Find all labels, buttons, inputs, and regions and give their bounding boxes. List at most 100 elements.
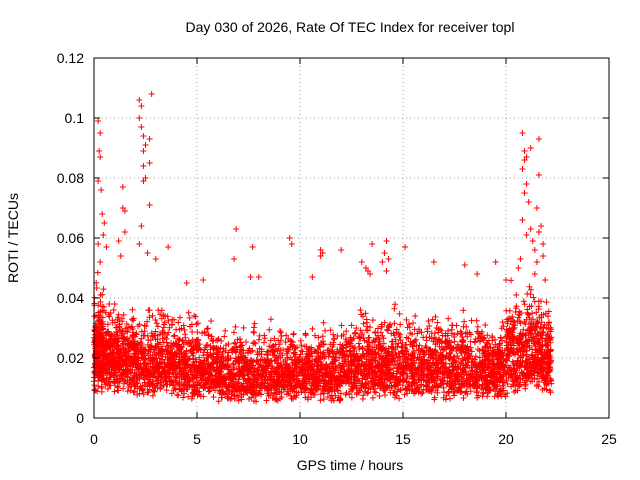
- roti-outlier-point: [95, 118, 102, 124]
- roti-point: [243, 338, 250, 345]
- roti-point: [276, 341, 283, 348]
- roti-point: [461, 318, 468, 325]
- roti-point: [384, 327, 391, 334]
- roti-point: [94, 340, 101, 347]
- roti-point: [149, 358, 156, 365]
- roti-point: [145, 389, 152, 396]
- roti-point: [255, 336, 262, 343]
- roti-point: [116, 321, 123, 328]
- roti-point: [520, 326, 527, 333]
- roti-point: [267, 316, 274, 323]
- roti-point: [101, 365, 108, 372]
- roti-point: [309, 325, 316, 332]
- roti-point: [107, 360, 114, 367]
- roti-point: [124, 388, 131, 395]
- roti-point: [129, 376, 136, 383]
- roti-point: [429, 316, 436, 323]
- roti-point: [131, 338, 138, 345]
- roti-point: [543, 299, 550, 306]
- roti-point: [110, 307, 117, 314]
- roti-point: [298, 347, 305, 354]
- roti-point: [222, 327, 229, 334]
- roti-point: [129, 316, 136, 323]
- roti-point: [381, 392, 388, 399]
- roti-point: [250, 324, 257, 331]
- roti-point: [112, 319, 119, 326]
- roti-point: [120, 334, 127, 341]
- roti-point: [104, 328, 111, 335]
- roti-point: [149, 392, 156, 399]
- roti-point: [93, 284, 100, 291]
- roti-point: [99, 303, 106, 310]
- roti-point: [138, 328, 145, 335]
- roti-point: [144, 318, 151, 325]
- roti-point: [161, 319, 168, 326]
- roti-point: [130, 389, 137, 396]
- roti-point: [154, 323, 161, 330]
- roti-point: [144, 332, 151, 339]
- roti-point: [277, 329, 284, 336]
- roti-point: [146, 386, 153, 393]
- roti-point: [251, 339, 258, 346]
- roti-point: [95, 323, 102, 330]
- roti-point: [454, 352, 461, 359]
- roti-point: [526, 283, 533, 290]
- roti-point: [290, 330, 297, 337]
- roti-point: [451, 392, 458, 399]
- roti-point: [104, 385, 111, 392]
- roti-point: [149, 312, 156, 319]
- roti-point: [96, 344, 103, 351]
- roti-point: [152, 328, 159, 335]
- roti-point: [130, 317, 137, 324]
- roti-point: [91, 328, 98, 335]
- roti-point: [131, 388, 138, 395]
- roti-point: [106, 301, 113, 308]
- roti-point: [99, 331, 106, 338]
- roti-point: [113, 338, 120, 345]
- roti-point: [410, 320, 417, 327]
- roti-point: [119, 315, 126, 322]
- roti-point: [320, 319, 327, 326]
- roti-point: [250, 328, 257, 335]
- roti-point: [396, 395, 403, 402]
- roti-point: [97, 363, 104, 370]
- roti-point: [154, 336, 161, 343]
- roti-point: [432, 313, 439, 320]
- roti-point: [104, 329, 111, 336]
- roti-point: [261, 339, 268, 346]
- roti-point: [535, 303, 542, 310]
- roti-point: [95, 383, 102, 390]
- roti-point: [348, 322, 355, 329]
- roti-point: [138, 335, 145, 342]
- roti-point: [122, 325, 129, 332]
- roti-point: [103, 332, 110, 339]
- roti-point: [376, 392, 383, 399]
- roti-point: [446, 395, 453, 402]
- roti-point: [422, 343, 429, 350]
- roti-point: [463, 323, 470, 330]
- roti-point: [98, 372, 105, 379]
- roti-point: [125, 369, 132, 376]
- roti-point: [94, 388, 101, 395]
- roti-point: [171, 332, 178, 339]
- roti-point: [322, 327, 329, 334]
- roti-point: [141, 322, 148, 329]
- roti-point: [140, 391, 147, 398]
- roti-point: [511, 388, 518, 395]
- roti-point: [99, 291, 106, 298]
- roti-outlier-point: [101, 220, 108, 226]
- roti-point: [102, 381, 109, 388]
- roti-point: [127, 344, 134, 351]
- roti-outlier-point: [98, 187, 105, 193]
- roti-point: [144, 389, 151, 396]
- roti-point: [113, 350, 120, 357]
- roti-point: [512, 308, 519, 315]
- roti-point: [468, 317, 475, 324]
- roti-point: [352, 329, 359, 336]
- roti-point: [317, 397, 324, 404]
- roti-point: [192, 313, 199, 320]
- roti-point: [115, 342, 122, 349]
- roti-point: [412, 313, 419, 320]
- roti-point: [147, 337, 154, 344]
- roti-point: [522, 382, 529, 389]
